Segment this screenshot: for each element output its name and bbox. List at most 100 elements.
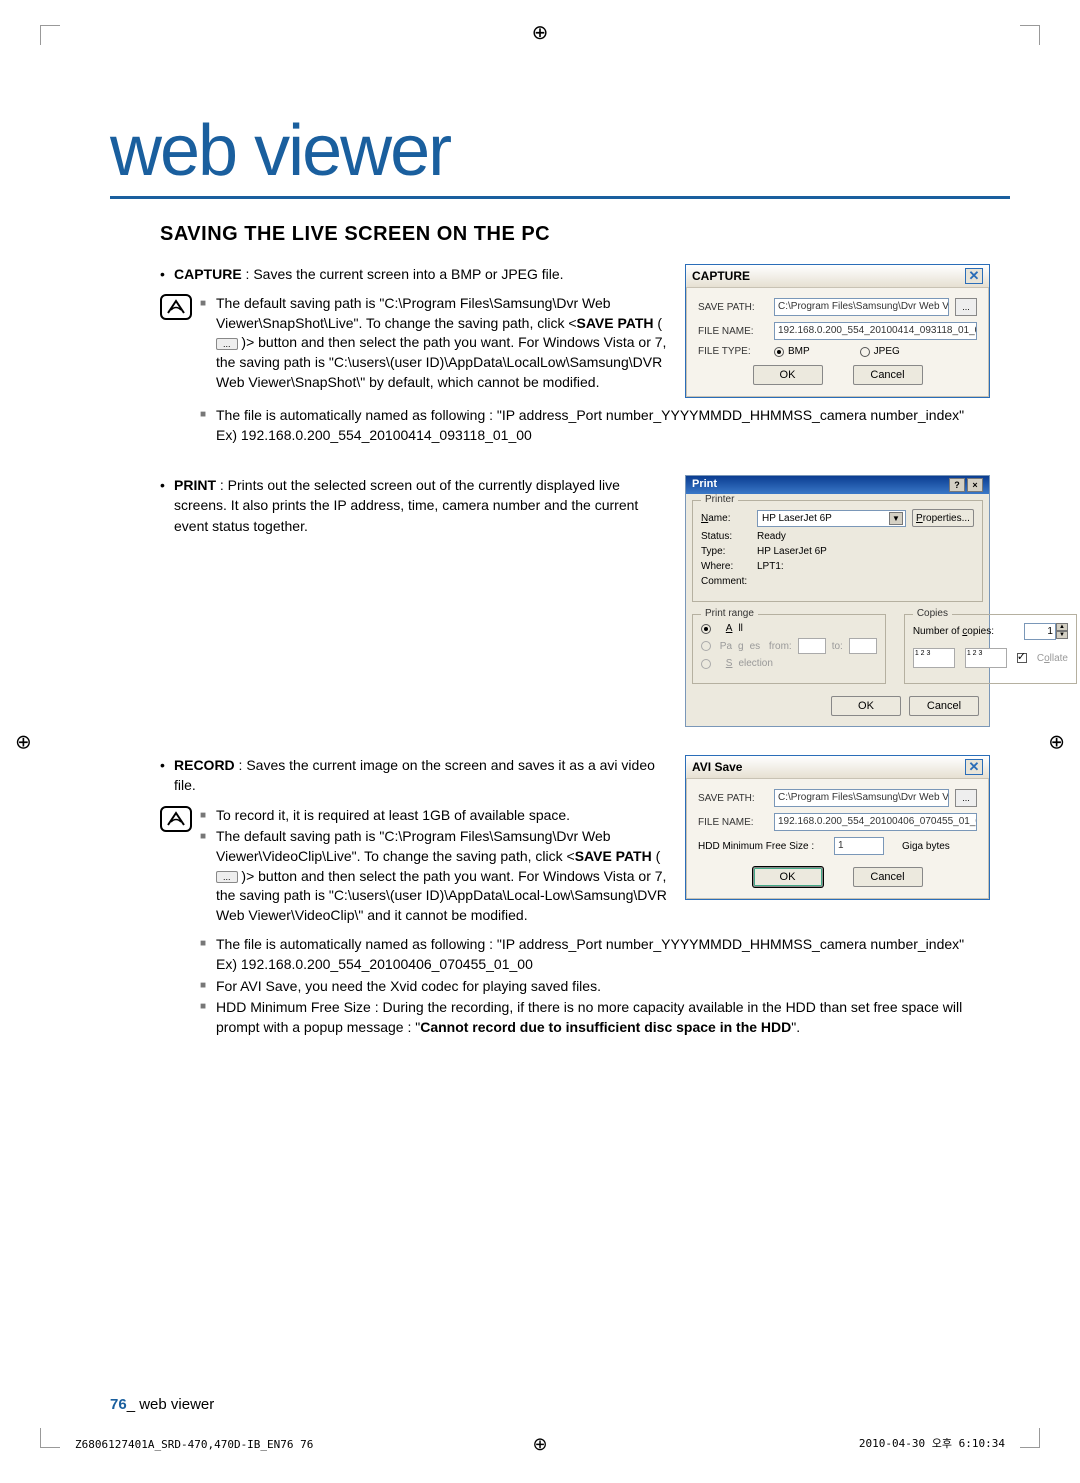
avi-dialog-title: AVI Save bbox=[692, 760, 742, 774]
sub-bullet-icon: ■ bbox=[200, 998, 216, 1037]
print-dialog-title: Print bbox=[692, 478, 717, 492]
close-icon[interactable]: × bbox=[967, 478, 983, 492]
meta-left: Z6806127401A_SRD-470,470D-IB_EN76 76 bbox=[75, 1438, 313, 1451]
path-button-icon: ... bbox=[216, 871, 238, 883]
hdd-unit: Giga bytes bbox=[902, 841, 950, 852]
pages-radio[interactable] bbox=[701, 641, 711, 651]
record-note-1: To record it, it is required at least 1G… bbox=[216, 806, 673, 826]
avi-save-dialog: AVI Save ✕ SAVE PATH: C:\Program Files\S… bbox=[685, 755, 990, 900]
capture-dialog: CAPTURE ✕ SAVE PATH: C:\Program Files\Sa… bbox=[685, 264, 990, 398]
collate-icon: 1 2 3 bbox=[913, 648, 955, 668]
capture-section: • CAPTURE : Saves the current screen int… bbox=[160, 264, 990, 398]
close-icon[interactable]: ✕ bbox=[965, 268, 983, 284]
file-name-input[interactable]: 192.168.0.200_554_20100414_093118_01_00 bbox=[774, 322, 977, 340]
sub-bullet-icon: ■ bbox=[200, 806, 216, 826]
record-note-4: For AVI Save, you need the Xvid codec fo… bbox=[216, 977, 990, 997]
close-icon[interactable]: ✕ bbox=[965, 759, 983, 775]
capture-note-1: The default saving path is "C:\Program F… bbox=[216, 294, 673, 392]
jpeg-radio[interactable] bbox=[860, 347, 870, 357]
crop-mark bbox=[40, 1428, 60, 1448]
save-path-label: SAVE PATH: bbox=[698, 793, 768, 804]
bmp-radio[interactable] bbox=[774, 347, 784, 357]
capture-dialog-title: CAPTURE bbox=[692, 269, 750, 283]
where-value: LPT1: bbox=[757, 561, 784, 572]
crop-mark bbox=[40, 25, 60, 45]
bmp-label: BMP bbox=[788, 346, 810, 357]
record-label: RECORD bbox=[174, 757, 235, 773]
selection-radio[interactable] bbox=[701, 659, 711, 669]
meta-right: 2010-04-30 오후 6:10:34 bbox=[859, 1435, 1005, 1451]
record-note-3-ex: Ex) 192.168.0.200_554_20100406_070455_01… bbox=[216, 956, 533, 972]
bullet-icon: • bbox=[160, 264, 174, 284]
page-title: web viewer bbox=[110, 110, 1010, 199]
save-path-input[interactable]: C:\Program Files\Samsung\Dvr Web Viewe bbox=[774, 298, 949, 316]
collate-label: Collate bbox=[1037, 653, 1068, 664]
cancel-button[interactable]: Cancel bbox=[909, 696, 979, 716]
status-label: Status: bbox=[701, 531, 751, 542]
capture-note-2: The file is automatically named as follo… bbox=[216, 407, 964, 423]
status-value: Ready bbox=[757, 531, 786, 542]
print-range-legend: Print range bbox=[701, 608, 758, 619]
note-icon bbox=[160, 294, 192, 320]
copies-input[interactable]: 1 bbox=[1024, 623, 1056, 640]
file-type-label: FILE TYPE: bbox=[698, 346, 768, 357]
save-path-input[interactable]: C:\Program Files\Samsung\Dvr Web Viewe bbox=[774, 789, 949, 807]
sub-bullet-icon: ■ bbox=[200, 294, 216, 392]
hdd-label: HDD Minimum Free Size : bbox=[698, 841, 828, 852]
capture-note-2-ex: Ex) 192.168.0.200_554_20100414_093118_01… bbox=[216, 427, 532, 443]
browse-button[interactable]: ... bbox=[955, 298, 977, 316]
print-section: • PRINT : Prints out the selected screen… bbox=[160, 475, 990, 727]
ok-button[interactable]: OK bbox=[831, 696, 901, 716]
print-text: : Prints out the selected screen out of … bbox=[174, 477, 638, 534]
note-icon bbox=[160, 806, 192, 832]
registration-mark-icon: ⊕ bbox=[15, 729, 32, 754]
browse-button[interactable]: ... bbox=[955, 789, 977, 807]
bullet-icon: • bbox=[160, 475, 174, 536]
record-text: : Saves the current image on the screen … bbox=[174, 757, 655, 793]
record-section: • RECORD : Saves the current image on th… bbox=[160, 755, 990, 927]
all-radio[interactable] bbox=[701, 624, 711, 634]
cancel-button[interactable]: Cancel bbox=[853, 867, 923, 887]
bullet-icon: • bbox=[160, 755, 174, 796]
file-name-label: FILE NAME: bbox=[698, 817, 768, 828]
page-footer: 76_ web viewer bbox=[110, 1396, 214, 1413]
from-input[interactable] bbox=[798, 638, 826, 654]
print-label: PRINT bbox=[174, 477, 216, 493]
path-button-icon: ... bbox=[216, 338, 238, 350]
save-path-label: SAVE PATH: bbox=[698, 302, 768, 313]
to-input[interactable] bbox=[849, 638, 877, 654]
sub-bullet-icon: ■ bbox=[200, 827, 216, 925]
print-dialog: Print ? × Printer Name: HP LaserJet 6P ▼ bbox=[685, 475, 990, 727]
type-value: HP LaserJet 6P bbox=[757, 546, 827, 557]
record-note-2: The default saving path is "C:\Program F… bbox=[216, 827, 673, 925]
chevron-down-icon[interactable]: ▼ bbox=[889, 512, 903, 525]
sub-bullet-icon: ■ bbox=[200, 935, 216, 974]
sub-bullet-icon: ■ bbox=[200, 977, 216, 997]
section-heading: SAVING THE LIVE SCREEN ON THE PC bbox=[160, 223, 990, 246]
printer-select[interactable]: HP LaserJet 6P ▼ bbox=[757, 510, 906, 527]
where-label: Where: bbox=[701, 561, 751, 572]
file-name-label: FILE NAME: bbox=[698, 326, 768, 337]
copies-spinner[interactable]: ▲▼ bbox=[1056, 623, 1068, 640]
capture-text: : Saves the current screen into a BMP or… bbox=[242, 266, 564, 282]
num-copies-label: Number of copies: bbox=[913, 626, 994, 637]
record-note-5: HDD Minimum Free Size : During the recor… bbox=[216, 998, 990, 1037]
printer-legend: Printer bbox=[701, 494, 738, 505]
copies-legend: Copies bbox=[913, 608, 952, 619]
hdd-input[interactable]: 1 bbox=[834, 837, 884, 855]
help-icon[interactable]: ? bbox=[949, 478, 965, 492]
ok-button[interactable]: OK bbox=[753, 365, 823, 385]
file-name-input[interactable]: 192.168.0.200_554_20100406_070455_01_00 bbox=[774, 813, 977, 831]
record-note-3: The file is automatically named as follo… bbox=[216, 936, 964, 952]
cancel-button[interactable]: Cancel bbox=[853, 365, 923, 385]
properties-button[interactable]: Properties... bbox=[912, 509, 974, 527]
comment-label: Comment: bbox=[701, 576, 751, 587]
collate-icon: 1 2 3 bbox=[965, 648, 1007, 668]
jpeg-label: JPEG bbox=[874, 346, 900, 357]
registration-mark-icon: ⊕ bbox=[1048, 729, 1065, 754]
collate-checkbox[interactable] bbox=[1017, 653, 1027, 663]
ok-button[interactable]: OK bbox=[753, 867, 823, 887]
type-label: Type: bbox=[701, 546, 751, 557]
registration-mark-icon: ⊕ bbox=[532, 1434, 547, 1455]
capture-label: CAPTURE bbox=[174, 266, 242, 282]
